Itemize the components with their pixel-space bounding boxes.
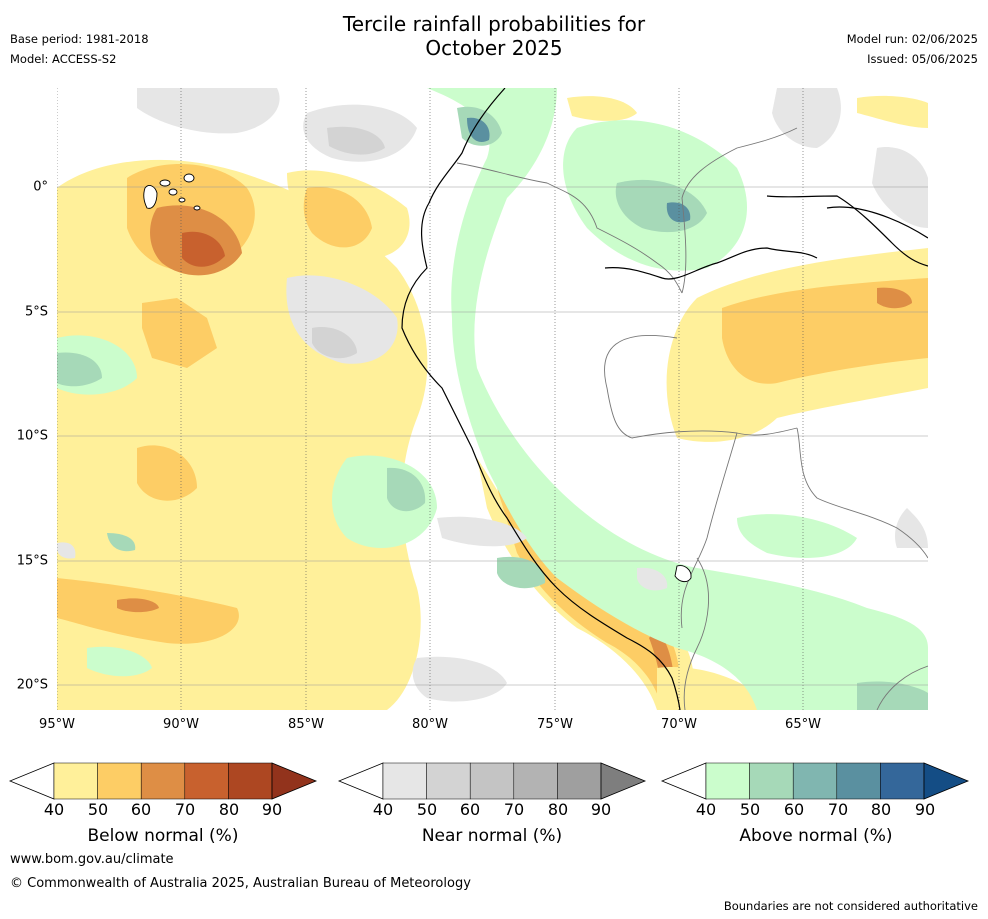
colorbar-above-normal (660, 762, 970, 800)
above-tick-60: 60 (783, 800, 805, 819)
y-tick-1: 5°S (24, 304, 48, 320)
colorbar-above-segment-60 (792, 762, 838, 800)
gridlines (57, 88, 928, 710)
issued-date: Issued: 05/06/2025 (867, 52, 978, 66)
above-normal-shading (57, 88, 928, 710)
below-tick-50: 50 (87, 800, 109, 819)
colorbar-above-segment-70 (836, 762, 881, 800)
y-tick-4: 20°S (16, 677, 48, 693)
near-normal-shading (57, 88, 928, 702)
colorbar-above-segment-40 (705, 762, 750, 800)
near-tick-60: 60 (459, 800, 481, 819)
near-tick-70: 70 (503, 800, 525, 819)
colorbar-near-segment-60 (469, 762, 515, 800)
above-tick-80: 80 (870, 800, 892, 819)
country-borders (456, 127, 928, 710)
x-tick-0: 95°W (39, 717, 75, 732)
x-tick-3: 80°W (412, 717, 448, 732)
colorbar-below-segment-60 (140, 762, 186, 800)
coastlines (401, 88, 928, 710)
boundaries-disclaimer: Boundaries are not considered authoritat… (723, 899, 978, 913)
colorbar-near-segment-70 (513, 762, 558, 800)
colorbar-near-segment-40 (382, 762, 427, 800)
near-tick-90: 90 (590, 800, 612, 819)
below-tick-60: 60 (130, 800, 152, 819)
lake-titicaca (674, 565, 692, 583)
rainfall-probability-map (57, 88, 928, 710)
website-link[interactable]: www.bom.gov.au/climate (10, 852, 174, 867)
x-tick-6: 65°W (785, 717, 821, 732)
above-tick-70: 70 (827, 800, 849, 819)
x-tick-4: 75°W (537, 717, 573, 732)
y-tick-3: 15°S (16, 553, 48, 569)
colorbar-below-normal (8, 762, 318, 800)
colorbar-above-high-extend (923, 762, 970, 800)
above-tick-50: 50 (739, 800, 761, 819)
y-tick-2: 10°S (16, 428, 48, 444)
above-tick-40: 40 (695, 800, 717, 819)
copyright-notice: © Commonwealth of Australia 2025, Austra… (10, 876, 471, 891)
colorbar-near-low-extend (337, 762, 384, 800)
model-info-right: Model run: 02/06/2025 Issued: 05/06/2025 (847, 29, 978, 69)
model-run-date: Model run: 02/06/2025 (846, 32, 978, 46)
model-name: Model: ACCESS-S2 (10, 52, 117, 66)
near-tick-50: 50 (416, 800, 438, 819)
colorbar-below-low-extend (8, 762, 55, 800)
colorbar-below-label: Below normal (%) (87, 826, 239, 846)
y-tick-0: 0° (33, 179, 48, 195)
near-tick-80: 80 (547, 800, 569, 819)
colorbar-above-label: Above normal (%) (739, 826, 893, 846)
colorbar-below-segment-40 (53, 762, 98, 800)
colorbar-below-high-extend (271, 762, 318, 800)
map-title: Tercile rainfall probabilities for Octob… (0, 12, 988, 60)
model-info-left: Base period: 1981-2018 Model: ACCESS-S2 (10, 29, 149, 69)
below-tick-80: 80 (218, 800, 240, 819)
colorbar-above-low-extend (660, 762, 707, 800)
colorbar-below-segment-50 (97, 762, 142, 800)
below-tick-40: 40 (43, 800, 65, 819)
colorbar-near-label: Near normal (%) (421, 826, 563, 846)
colorbar-near-segment-50 (426, 762, 471, 800)
colorbars (8, 762, 970, 800)
below-tick-90: 90 (261, 800, 283, 819)
near-tick-40: 40 (372, 800, 394, 819)
x-tick-5: 70°W (661, 717, 697, 732)
colorbar-above-segment-80 (880, 762, 925, 800)
above-tick-90: 90 (914, 800, 936, 819)
colorbar-below-segment-80 (228, 762, 273, 800)
galapagos-islands (143, 173, 201, 211)
title-line-2: October 2025 (425, 36, 563, 60)
colorbar-above-segment-50 (749, 762, 794, 800)
x-tick-1: 90°W (163, 717, 199, 732)
colorbar-near-segment-80 (557, 762, 602, 800)
base-period: Base period: 1981-2018 (10, 32, 149, 46)
colorbar-near-normal (337, 762, 647, 800)
x-tick-2: 85°W (288, 717, 324, 732)
below-tick-70: 70 (174, 800, 196, 819)
title-line-1: Tercile rainfall probabilities for (342, 12, 646, 36)
colorbar-near-high-extend (600, 762, 647, 800)
colorbar-below-segment-70 (184, 762, 229, 800)
